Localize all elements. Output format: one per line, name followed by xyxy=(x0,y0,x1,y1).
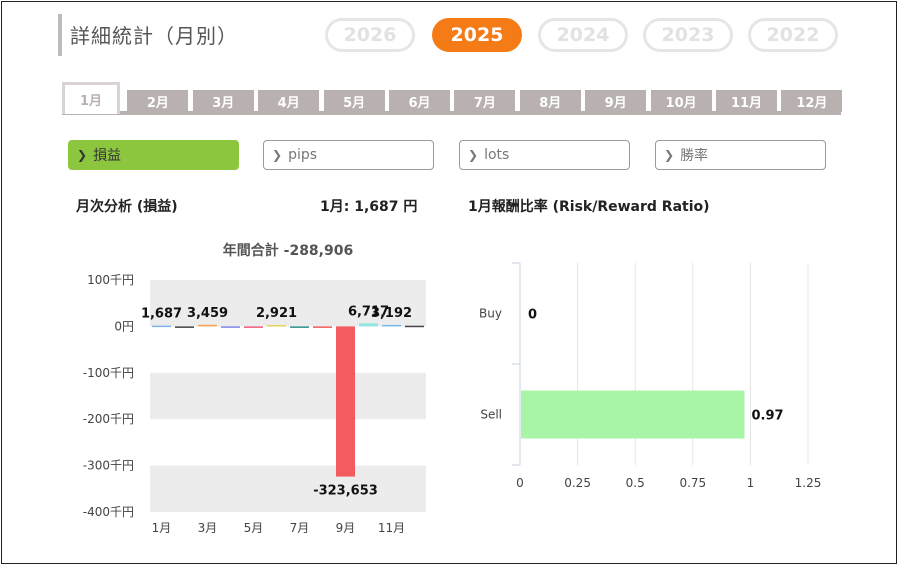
bar-12月 xyxy=(405,325,424,328)
bar-11月 xyxy=(382,324,401,327)
month-tab-11[interactable]: 11月 xyxy=(716,90,777,112)
month-tab-6[interactable]: 6月 xyxy=(389,90,450,112)
bar-3月 xyxy=(198,324,217,327)
x-tick-label: 0.75 xyxy=(679,476,706,490)
grid-band xyxy=(150,280,426,327)
metric-tab-label: 損益 xyxy=(93,148,122,164)
bar-value-label: 3,459 xyxy=(187,306,228,321)
month-tab-9[interactable]: 9月 xyxy=(585,90,647,112)
chevron-right-icon: ❯ xyxy=(664,148,675,162)
bar-7月 xyxy=(290,326,309,328)
month-tab-7[interactable]: 7月 xyxy=(454,90,516,112)
bar-value-label: 1,687 xyxy=(141,307,182,322)
x-tick-label: 0 xyxy=(516,476,524,490)
right-chart-heading: 1月報酬比率 (Risk/Reward Ratio) xyxy=(468,199,710,215)
bar-5月 xyxy=(244,326,263,328)
chevron-right-icon: ❯ xyxy=(468,148,479,162)
monthly-pl-chart: 年間合計 -288,906 100千円 0円 -100千円 -200千円 -300千円 -4… xyxy=(83,242,426,535)
year-button-2025[interactable]: 2025 xyxy=(432,18,522,52)
page-title: 詳細統計（月別） xyxy=(70,24,238,48)
bar-value-label: -323,653 xyxy=(313,484,378,499)
month-value-label: 1月: 1,687 円 xyxy=(320,199,418,215)
year-button-2023[interactable]: 2023 xyxy=(643,18,733,52)
y-tick-label: -300千円 xyxy=(83,459,134,473)
month-tab-5[interactable]: 5月 xyxy=(323,90,385,112)
grid-band xyxy=(150,465,426,512)
chevron-right-icon: ❯ xyxy=(77,148,88,162)
x-tick-label: 0.25 xyxy=(564,476,591,490)
metric-tab-3[interactable]: ❯ 勝率 xyxy=(655,140,826,170)
category-label: Buy xyxy=(479,307,502,321)
bar-2月 xyxy=(175,326,194,328)
bar-value-label: 3,192 xyxy=(371,306,412,321)
bar-1月 xyxy=(152,325,171,328)
month-tab-2[interactable]: 2月 xyxy=(127,90,189,112)
year-button-2022[interactable]: 2022 xyxy=(748,18,838,52)
bar-10月 xyxy=(359,323,378,327)
y-tick-label: 0円 xyxy=(114,319,134,333)
y-tick-label: -400千円 xyxy=(83,505,134,519)
x-tick-label: 7月 xyxy=(290,521,310,535)
bar-4月 xyxy=(221,326,240,328)
chevron-right-icon: ❯ xyxy=(272,148,283,162)
metric-tab-1[interactable]: ❯ pips xyxy=(263,140,434,170)
x-tick-label: 1.25 xyxy=(795,476,822,490)
month-tab-3[interactable]: 3月 xyxy=(192,90,254,112)
month-tab-4[interactable]: 4月 xyxy=(258,90,320,112)
bar-value-label: 2,921 xyxy=(256,306,297,321)
metric-tab-label: lots xyxy=(484,147,510,163)
x-tick-label: 11月 xyxy=(378,521,405,535)
x-tick-label: 9月 xyxy=(336,521,356,535)
bar-value-label: 0 xyxy=(528,308,537,323)
metric-tab-0[interactable]: ❯ 損益 xyxy=(68,140,239,170)
grid-band xyxy=(150,372,426,420)
month-tab-10[interactable]: 10月 xyxy=(650,90,712,112)
y-tick-label: 100千円 xyxy=(87,273,134,287)
left-chart-heading: 月次分析 (損益) xyxy=(76,199,178,215)
bar-value-label: 0.97 xyxy=(751,409,783,424)
bar-value-label: 6,717 xyxy=(348,304,389,319)
x-tick-label: 3月 xyxy=(198,521,218,535)
month-tab-underline xyxy=(62,111,841,115)
y-tick-label: -200千円 xyxy=(83,412,134,426)
category-label: Sell xyxy=(480,408,502,422)
bar-Sell xyxy=(521,390,745,439)
x-tick-label: 0.5 xyxy=(626,476,645,490)
month-tab-1[interactable]: 1月 xyxy=(62,82,120,114)
risk-reward-chart: 0 0.25 0.5 0.75 1 1.25 Buy 0 Sell 0.97 xyxy=(479,262,822,490)
chart-title: 年間合計 -288,906 xyxy=(223,242,353,259)
y-tick-label: -100千円 xyxy=(83,366,134,380)
x-tick-label: 1月 xyxy=(152,521,172,535)
year-button-2024[interactable]: 2024 xyxy=(538,18,628,52)
x-tick-label: 1 xyxy=(747,476,755,490)
title-accent-bar xyxy=(58,14,62,56)
metric-tab-label: 勝率 xyxy=(680,148,709,164)
month-tab-12[interactable]: 12月 xyxy=(781,90,843,112)
x-tick-label: 5月 xyxy=(244,521,264,535)
bar-9月 xyxy=(336,326,355,477)
bar-6月 xyxy=(267,325,286,327)
bar-8月 xyxy=(313,326,332,328)
metric-tab-label: pips xyxy=(288,147,318,163)
metric-tab-2[interactable]: ❯ lots xyxy=(459,140,630,170)
year-button-2026[interactable]: 2026 xyxy=(325,18,415,52)
month-tab-8[interactable]: 8月 xyxy=(519,90,581,112)
